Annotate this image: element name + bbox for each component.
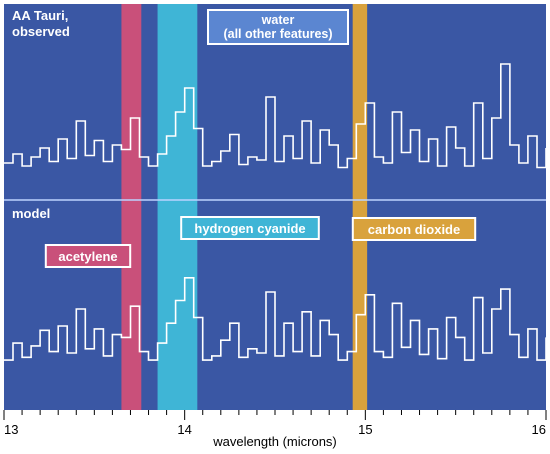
annotation-water-line-1: water — [261, 13, 295, 27]
series-layer — [4, 63, 547, 361]
x-tick-label: 14 — [177, 422, 191, 437]
series-line-observed — [4, 63, 547, 169]
annotation-water-line-2: (all other features) — [223, 27, 332, 41]
x-tick-label: 15 — [358, 422, 372, 437]
series-line-model — [4, 277, 547, 361]
band-label-box-carbon-dioxide — [351, 217, 477, 241]
x-tick-label: 13 — [4, 422, 18, 437]
panel-label-model-line-1: model — [12, 206, 50, 221]
band-label-carbon-dioxide: carbon dioxide — [368, 222, 460, 237]
band-label-box-hydrogen-cyanide — [180, 216, 320, 240]
band-label-box-acetylene — [44, 244, 132, 268]
panel-label-observed-line-2: observed — [12, 24, 70, 39]
annotations-layer: water(all other features) — [207, 9, 349, 45]
panel-label-observed-line-1: AA Tauri, — [12, 8, 68, 23]
panel-labels: AA Tauri,observed model — [12, 8, 70, 221]
x-axis-label: wavelength (microns) — [212, 434, 337, 449]
band-carbon-dioxide — [352, 4, 368, 410]
band-hydrogen-cyanide — [157, 4, 198, 410]
band-acetylene — [121, 4, 142, 410]
band-labels: acetylene hydrogen cyanide carbon dioxide — [44, 216, 477, 268]
band-label-acetylene: acetylene — [58, 249, 117, 264]
x-axis: 13 14 15 16 — [3, 410, 547, 437]
x-tick-label: 16 — [532, 422, 546, 437]
annotation-box-water — [207, 9, 349, 45]
band-label-hydrogen-cyanide: hydrogen cyanide — [194, 221, 305, 236]
